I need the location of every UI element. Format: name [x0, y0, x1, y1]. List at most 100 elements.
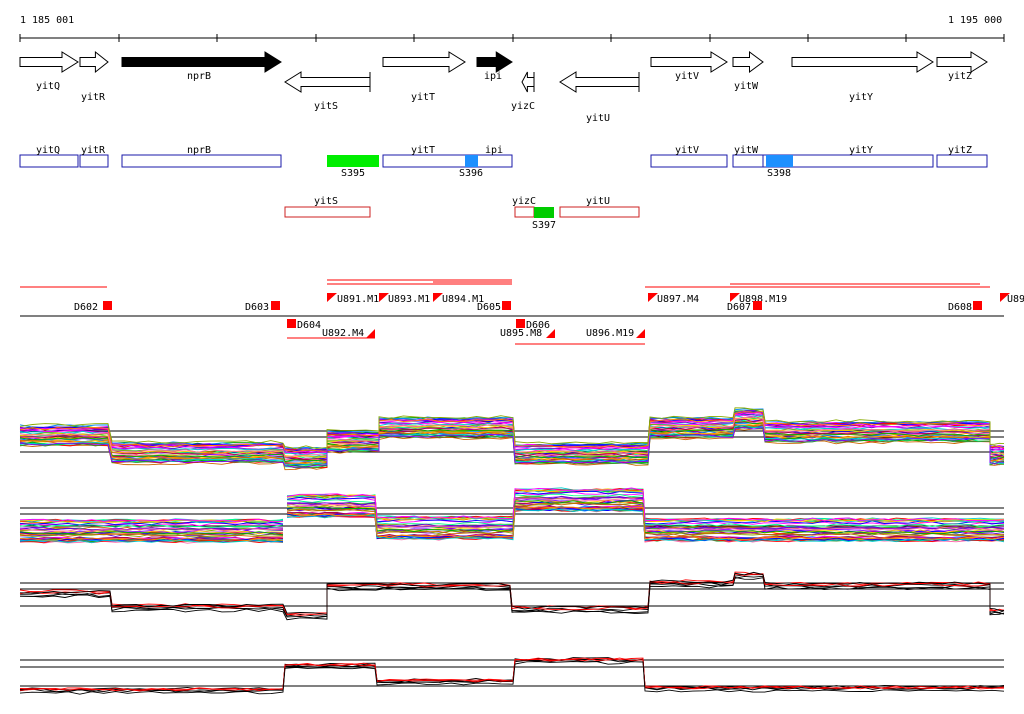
- coordinate-ruler: 1 185 001 1 195 000: [19, 15, 1005, 42]
- forward-box-yitt[interactable]: [383, 155, 465, 167]
- gene-arrow-yitw[interactable]: [732, 51, 764, 73]
- gene-arrow-yitv[interactable]: [650, 51, 728, 73]
- forward-box-yitv[interactable]: [650, 154, 728, 168]
- forward-box-label-yity: yitY: [849, 145, 873, 156]
- panel-2-series-26: [19, 488, 1005, 523]
- gene-arrow-ipi[interactable]: [476, 51, 513, 73]
- down-d602[interactable]: D602: [74, 302, 98, 313]
- gene-arrow-yizc[interactable]: [521, 71, 535, 93]
- gene-arrow-yitz[interactable]: [936, 51, 988, 73]
- gene-arrow-yitt[interactable]: [382, 51, 466, 73]
- down-d603[interactable]: D603: [245, 302, 269, 313]
- panel-1-series-19: [19, 414, 1005, 455]
- gene-arrow-label-yitw: yitW: [734, 81, 759, 92]
- feature-u894[interactable]: U894.M1: [442, 294, 484, 305]
- panel-1-series-36: [19, 424, 1004, 466]
- feature-u895[interactable]: U895.M8: [500, 328, 542, 339]
- forward-box-yity[interactable]: [762, 154, 934, 168]
- gene-arrow-yitr[interactable]: [79, 50, 109, 74]
- gene-arrow-label-yizc: yizC: [511, 101, 535, 112]
- down-d605[interactable]: D605: [477, 302, 501, 313]
- panel-4-series-2: [19, 657, 1005, 691]
- forward-box-label-yitq: yitQ: [36, 145, 60, 156]
- expression-panel-forward-avg: [19, 571, 1005, 621]
- feature-u891[interactable]: U891.M1: [337, 294, 379, 305]
- ruler-start-label: 1 185 001: [20, 15, 74, 26]
- panel-1-series-37: [19, 411, 1005, 453]
- gene-arrow-label-yitq: yitQ: [36, 81, 60, 92]
- segment-s396-block[interactable]: [465, 155, 478, 167]
- reverse-box-label-yizc: yizC: [512, 196, 536, 207]
- feature-u892[interactable]: U892.M4: [322, 328, 364, 339]
- panel-3-series-1: [19, 574, 1005, 617]
- segment-s396-label: S396: [459, 168, 483, 179]
- segment-s397-block[interactable]: [534, 207, 554, 218]
- forward-box-label-ipi: ipi: [485, 145, 503, 156]
- feature-u89[interactable]: U89: [1007, 294, 1024, 305]
- panel-4-series-3: [19, 657, 1005, 691]
- forward-box-label-yitt: yitT: [411, 145, 435, 156]
- feature-u893[interactable]: U893.M1: [388, 294, 430, 305]
- panel-1-series-30: [19, 416, 1005, 458]
- feature-u898[interactable]: U898.M19: [739, 294, 787, 305]
- expression-panel-reverse-all: [19, 487, 1005, 544]
- gene-arrow-yity[interactable]: [791, 51, 934, 73]
- segment-s398-block[interactable]: [766, 155, 793, 167]
- down-d608[interactable]: D608: [948, 302, 972, 313]
- forward-box-label-yitw: yitW: [734, 145, 759, 156]
- panel-2-series-30: [19, 497, 1005, 532]
- panel-2-series-33: [19, 500, 1005, 536]
- forward-box-ipi[interactable]: [478, 155, 512, 167]
- panel-2-series-29: [19, 495, 1005, 531]
- panel-1-series-20: [19, 414, 1005, 457]
- forward-box-label-yitr: yitR: [81, 145, 106, 156]
- reverse-box-label-yits: yitS: [314, 196, 338, 207]
- reverse-box-label-yitu: yitU: [586, 196, 610, 207]
- panel-1-series-38: [19, 427, 1005, 468]
- forward-box-yitr[interactable]: [79, 154, 109, 168]
- panel-4-series-5: [19, 661, 1005, 695]
- forward-box-label-nprb: nprB: [187, 145, 211, 156]
- gene-arrow-yitq[interactable]: [19, 51, 79, 73]
- gene-arrow-nprb[interactable]: [121, 51, 282, 73]
- down-d604[interactable]: D604: [297, 320, 321, 331]
- reverse-box-yitu[interactable]: [559, 206, 640, 218]
- panel-3-series-5: [19, 571, 1005, 616]
- panel-1-series-24: [19, 418, 1005, 461]
- forward-annotation-track: yitQ yitR nprB yitT ipi yitV yitW yitY yitZ: [19, 145, 988, 168]
- segment-s395-label: S395: [341, 168, 365, 179]
- feature-u897[interactable]: U897.M4: [657, 294, 699, 305]
- panel-2-series-35: [19, 487, 1005, 523]
- feature-u896[interactable]: U896.M19: [586, 328, 634, 339]
- feature-track: U891.M1 U893.M1 U894.M1 U897.M4 U898.M19…: [20, 279, 1024, 345]
- reverse-box-yits[interactable]: [284, 206, 371, 218]
- panel-3-series-2: [19, 576, 1005, 621]
- gene-arrow-label-yitz: yitZ: [948, 71, 972, 82]
- gene-arrow-label-yitr: yitR: [81, 92, 106, 103]
- gene-arrow-label-yity: yitY: [849, 92, 873, 103]
- forward-box-nprb[interactable]: [121, 154, 282, 168]
- gene-arrow-yits[interactable]: [284, 71, 371, 93]
- gene-arrow-label-yitt: yitT: [411, 92, 435, 103]
- segment-s395-block[interactable]: [327, 155, 379, 167]
- gene-arrow-yitu[interactable]: [559, 71, 640, 93]
- panel-2-series-1: [19, 489, 1005, 524]
- gene-arrow-label-yitu: yitU: [586, 113, 610, 124]
- panel-2-series-16: [19, 488, 1005, 523]
- panel-1-series-39: [19, 407, 1005, 450]
- forward-box-yitw[interactable]: [732, 154, 764, 168]
- forward-box-yitq[interactable]: [19, 154, 79, 168]
- segment-s398-label: S398: [767, 168, 791, 179]
- expression-panel-forward-all: [19, 407, 1005, 471]
- down-d606[interactable]: D606: [526, 320, 550, 331]
- forward-box-yitz[interactable]: [936, 154, 988, 168]
- ruler-end-label: 1 195 000: [948, 15, 1002, 26]
- gene-arrow-label-yits: yitS: [314, 101, 338, 112]
- down-d607[interactable]: D607: [727, 302, 751, 313]
- expression-panel-reverse-avg: [19, 657, 1005, 695]
- segment-s397-label: S397: [532, 220, 556, 231]
- gene-arrow-track: yitQ yitR nprB yitS yitT ipi yizC yitU yitV yitW y…: [19, 50, 988, 124]
- segment-track: S395 S396 S397 S398: [327, 155, 793, 231]
- reverse-box-yizc[interactable]: [514, 206, 535, 218]
